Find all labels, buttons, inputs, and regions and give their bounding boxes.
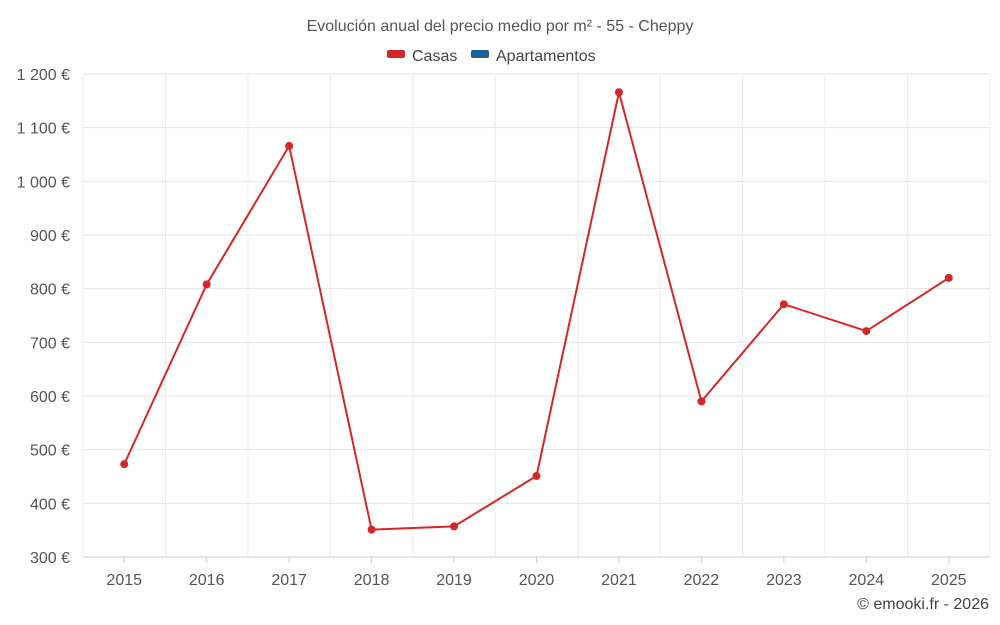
data-point-2019[interactable] [450,522,459,531]
data-point-2022[interactable] [697,397,706,406]
x-tick-label: 2015 [106,572,142,589]
x-tick-label: 2020 [519,572,555,589]
data-point-2018[interactable] [367,525,376,534]
x-tick-label: 2023 [766,572,802,589]
data-point-2023[interactable] [779,300,788,309]
y-tick-label: 800 € [30,282,70,299]
chart-title: Evolución anual del precio medio por m² … [307,18,694,35]
legend-label-apartamentos[interactable]: Apartamentos [496,48,596,65]
x-axis: 2015 2016 2017 2018 2019 2020 2021 2022 2023 2024… [83,556,990,589]
y-tick-label: 400 € [30,496,70,513]
y-tick-label: 1 200 € [17,67,70,84]
y-tick-label: 700 € [30,335,70,352]
data-point-2024[interactable] [862,327,871,336]
x-tick-label: 2018 [354,572,390,589]
legend-label-casas[interactable]: Casas [412,48,457,65]
legend: Casas Apartamentos [387,48,596,65]
y-tick-label: 900 € [30,228,70,245]
legend-swatch-apartamentos [471,50,489,58]
x-tick-label: 2024 [849,572,885,589]
x-tick-label: 2022 [684,572,720,589]
credit-text: © emooki.fr - 2026 [857,596,989,613]
x-tick-label: 2019 [436,572,472,589]
y-axis: 300 € 400 € 500 € 600 € 700 € 800 € 900 € 1 000… [17,67,70,567]
legend-swatch-casas [387,50,405,58]
grid [82,73,991,558]
x-tick-label: 2021 [601,572,637,589]
data-point-2017[interactable] [285,141,294,150]
y-tick-label: 600 € [30,389,70,406]
data-point-2021[interactable] [614,88,623,97]
data-point-2025[interactable] [944,273,953,282]
series-casas [120,88,953,534]
data-point-2015[interactable] [120,460,129,469]
y-tick-label: 1 100 € [17,121,70,138]
y-tick-label: 500 € [30,443,70,460]
x-tick-label: 2025 [931,572,967,589]
y-tick-label: 300 € [30,550,70,567]
data-point-2016[interactable] [202,280,211,289]
data-point-2020[interactable] [532,471,541,480]
y-tick-label: 1 000 € [17,174,70,191]
x-tick-label: 2017 [271,572,307,589]
x-tick-label: 2016 [189,572,225,589]
